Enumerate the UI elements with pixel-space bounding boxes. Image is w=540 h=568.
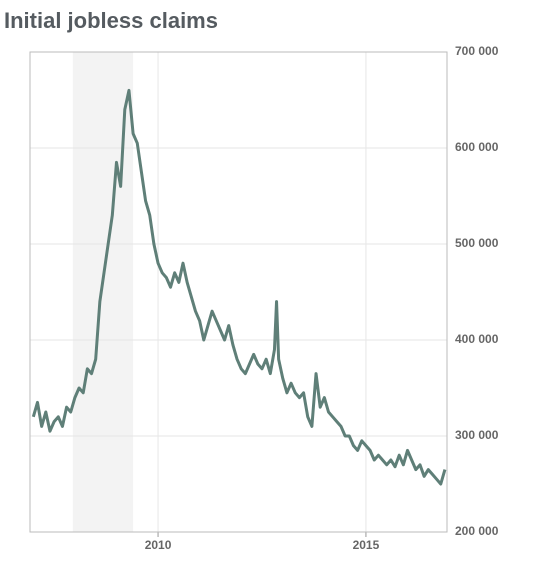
y-tick-label: 700 000 <box>455 44 499 58</box>
chart-title: Initial jobless claims <box>4 8 218 33</box>
y-tick-label: 300 000 <box>455 428 499 442</box>
y-tick-label: 600 000 <box>455 140 499 154</box>
line-series <box>31 88 447 486</box>
x-tick-label: 2015 <box>353 538 380 552</box>
y-tick-label: 500 000 <box>455 236 499 250</box>
y-tick-label: 400 000 <box>455 332 499 346</box>
plot-frame <box>29 51 448 533</box>
x-tick-label: 2010 <box>145 538 172 552</box>
y-tick-label: 200 000 <box>455 524 499 538</box>
